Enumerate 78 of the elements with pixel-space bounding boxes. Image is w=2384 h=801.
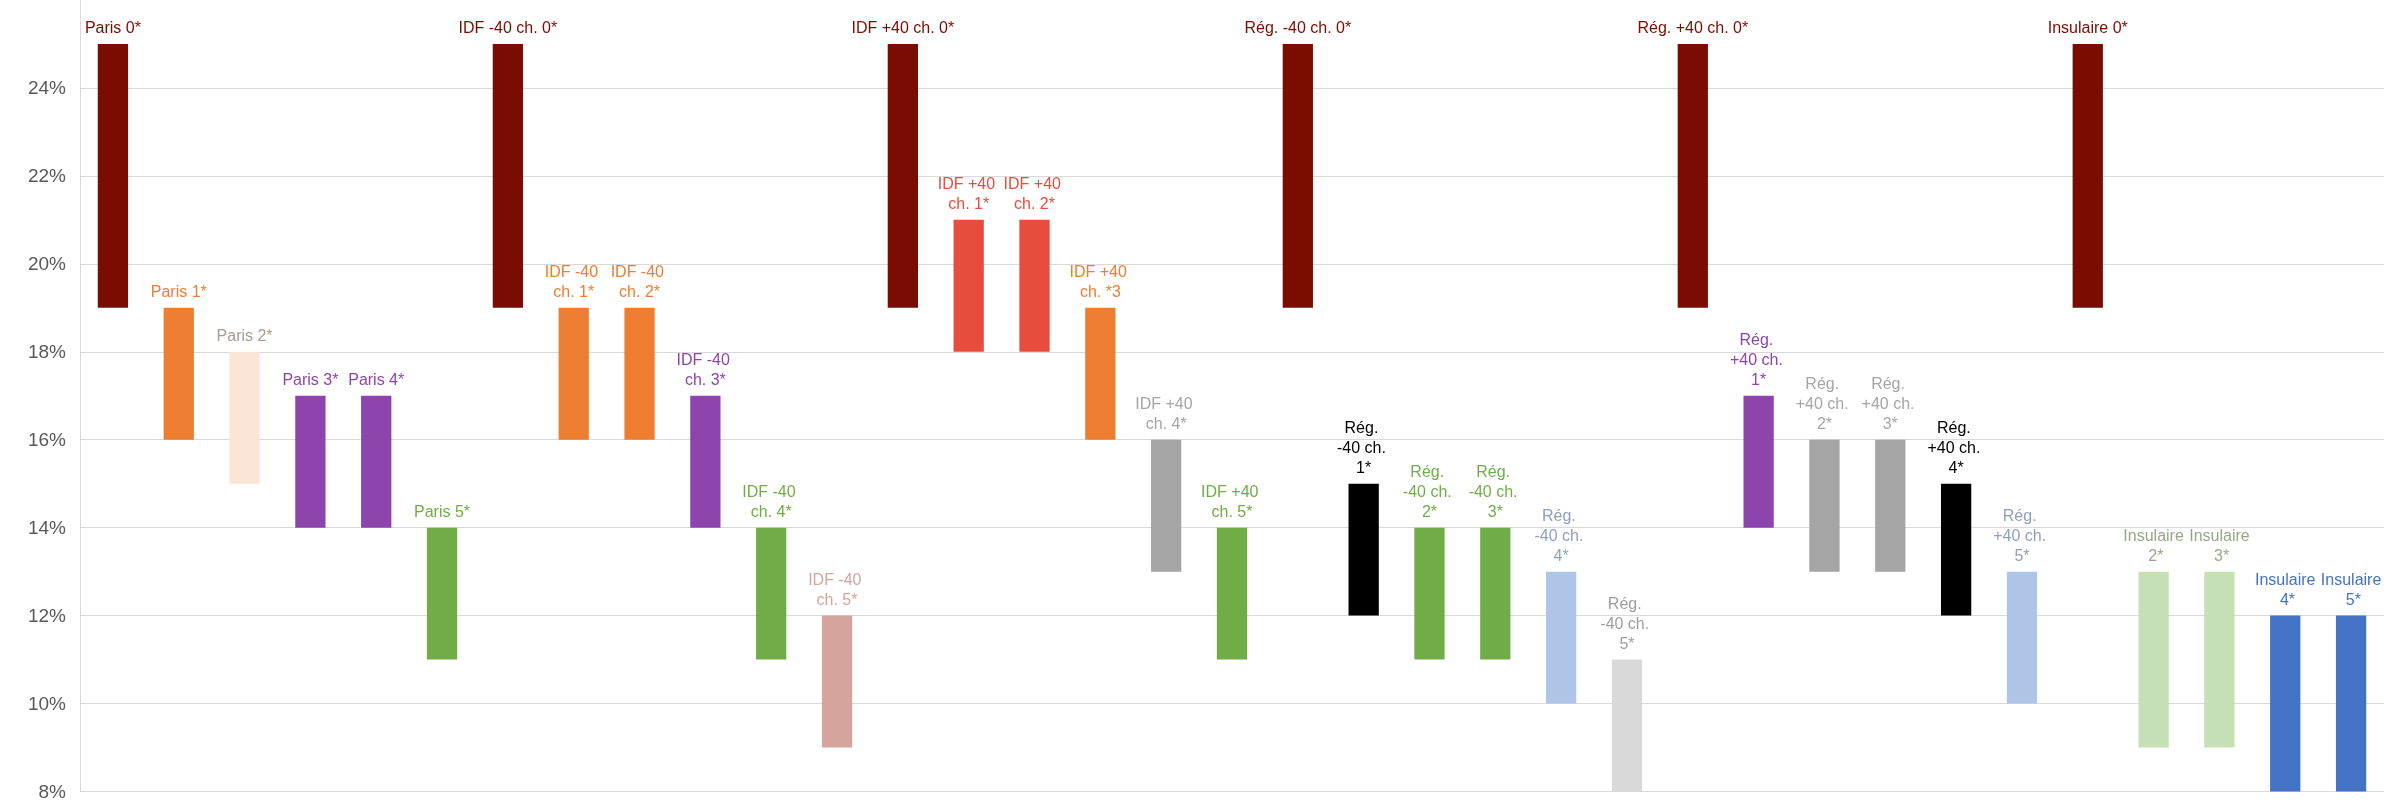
x-tick-label: IDF -40 ch. 4* [742,483,801,521]
x-tick-label: Rég. -40 ch. 0* [1244,19,1352,37]
x-tick-label: Rég. +40 ch. 4* [1927,419,1985,477]
x-tick-label: IDF -40 ch. 3* [676,351,735,389]
y-tick-label: 8% [38,781,67,801]
x-tick-label: Insulaire 5* [2320,571,2382,609]
x-tick-label: Rég. +40 ch. 1* [1729,331,1788,389]
bar [2006,571,2038,704]
bar [1282,43,1313,308]
x-tick-label: IDF +40 ch. 2* [1003,175,1066,213]
x-tick-label: Insulaire 4* [2255,571,2316,609]
bar [1085,307,1116,440]
bar [2138,571,2169,748]
y-tick-label: 18% [27,341,67,363]
x-tick-label: IDF +40 ch. 5* [1201,483,1263,521]
x-tick-label: Rég. -40 ch. 1* [1336,419,1391,477]
x-tick-label: Paris 2* [216,327,273,345]
bar [295,395,326,528]
bar [887,43,918,308]
bar [1480,527,1511,660]
bar [953,219,984,352]
bar [1809,439,1840,572]
bar [624,307,655,440]
y-tick-label: 12% [27,605,67,627]
x-tick-label: Insulaire 2* [2123,527,2184,565]
x-tick-label: IDF +40 ch. *3 [1069,263,1132,301]
bar [361,395,392,528]
bar [492,43,524,308]
bar [97,43,129,308]
bar [558,307,589,440]
x-tick-label: Insulaire 3* [2189,527,2250,565]
x-tick-label: Insulaire 0* [2047,19,2128,37]
x-tick-label: IDF +40 ch. 4* [1135,395,1198,433]
x-tick-label: Rég. +40 ch. 5* [1993,507,2051,565]
bar [426,527,458,660]
bar [2204,571,2235,748]
y-tick-label: 22% [27,165,67,187]
bar [690,395,721,528]
x-tick-label: IDF -40 ch. 2* [610,263,669,301]
x-tick-label: IDF -40 ch. 1* [544,263,603,301]
bar [163,307,194,440]
x-tick-label: Rég. -40 ch. 2* [1402,463,1457,521]
x-tick-label: Paris 3* [282,371,339,389]
bar [1414,527,1445,660]
bar [1546,571,1577,704]
bar [1677,43,1708,308]
bar [229,351,260,484]
x-tick-label: Paris 1* [150,283,207,301]
y-tick-label: 24% [27,77,67,99]
x-tick-label: IDF -40 ch. 0* [458,19,558,37]
x-tick-label: Paris 0* [84,19,141,37]
bar [1216,527,1248,660]
bar [1348,483,1379,616]
bar [2072,43,2103,308]
bar [1940,483,1972,616]
bar [2335,615,2367,792]
bar [1019,219,1050,352]
y-tick-label: 20% [27,253,67,275]
bar [821,615,853,748]
x-tick-label: IDF +40 ch. 1* [937,175,1000,213]
x-tick-label: Rég. +40 ch. 3* [1861,375,1919,433]
x-tick-label: Rég. -40 ch. 4* [1534,507,1588,565]
x-tick-label: Paris 4* [348,371,405,389]
x-tick-label: Paris 5* [414,503,471,521]
bar [1151,439,1182,572]
bar [756,527,787,660]
bar [2270,615,2301,792]
y-tick-label: 14% [27,517,67,539]
bar [1743,395,1774,528]
y-tick-label: 10% [27,693,67,715]
x-tick-label: Rég. -40 ch. 3* [1468,463,1522,521]
x-tick-label: Rég. +40 ch. 0* [1637,19,1749,37]
x-tick-label: Rég. +40 ch. 2* [1795,375,1854,433]
x-tick-label: Rég. -40 ch. 5* [1600,595,1654,653]
y-tick-label: 16% [27,429,67,451]
bar [1875,439,1906,572]
x-tick-label: IDF -40 ch. 5* [808,571,866,609]
x-tick-label: IDF +40 ch. 0* [851,19,955,37]
